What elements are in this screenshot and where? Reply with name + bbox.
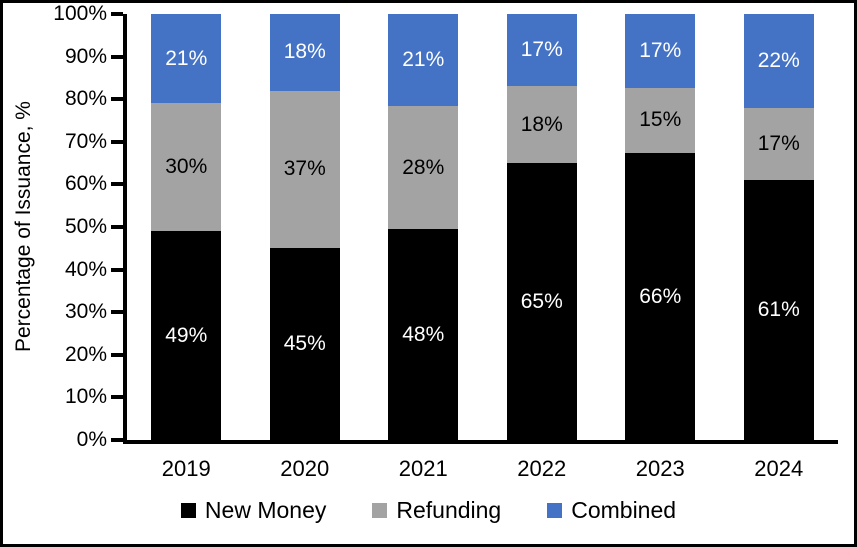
stacked-bar: 21% 30% 49% <box>151 14 222 440</box>
y-tick-mark <box>111 352 123 357</box>
bar-value-label: 18% <box>283 40 326 64</box>
y-tick-label: 100% <box>53 2 107 25</box>
bar-value-label: 21% <box>402 48 445 72</box>
stacked-bar: 21% 28% 48% <box>388 14 459 440</box>
bar-value-label: 17% <box>639 38 682 62</box>
bar-segment-new-money: 65% <box>506 163 577 440</box>
legend-label: New Money <box>204 496 327 523</box>
y-tick-mark <box>111 310 123 315</box>
bar-value-label: 28% <box>402 155 445 179</box>
x-axis-label: 2019 <box>161 456 211 481</box>
bar-value-label: 66% <box>639 284 682 308</box>
bar-segment-new-money: 49% <box>151 231 222 440</box>
legend-label: Refunding <box>396 496 502 523</box>
y-tick-mark <box>111 267 123 272</box>
x-axis-label: 2023 <box>635 456 685 481</box>
legend-item-combined: Combined <box>547 497 676 524</box>
x-axis-labels: 2019 2020 2021 2022 2023 2024 <box>127 455 838 483</box>
bar-segment-new-money: 45% <box>269 248 340 440</box>
y-tick-mark <box>111 395 123 400</box>
y-tick-mark <box>111 225 123 229</box>
legend-item-refunding: Refunding <box>372 497 501 524</box>
bar-value-label: 49% <box>165 323 208 347</box>
y-tick-mark <box>111 54 123 59</box>
stacked-bar: 18% 37% 45% <box>269 14 340 440</box>
y-tick-label: 80% <box>64 87 107 111</box>
stacked-bar: 17% 18% 65% <box>506 14 577 440</box>
bar-value-label: 17% <box>520 38 563 62</box>
bar-segment-refunding: 28% <box>388 106 459 230</box>
y-tick-mark <box>111 182 123 187</box>
bar-segment-combined: 18% <box>269 14 340 91</box>
y-tick-mark <box>111 438 123 442</box>
y-tick-label: 50% <box>64 215 107 238</box>
bar-value-label: 15% <box>639 108 682 132</box>
bar-value-label: 65% <box>520 289 563 313</box>
y-tick-mark <box>111 97 123 102</box>
x-axis-label: 2022 <box>517 456 567 481</box>
bar-segment-refunding: 15% <box>625 87 696 154</box>
bar-segment-combined: 21% <box>388 14 459 107</box>
stacked-bar: 17% 15% 66% <box>625 14 696 440</box>
legend-item-new-money: New Money <box>180 496 327 524</box>
y-tick-mark <box>111 139 123 144</box>
bar-value-label: 22% <box>757 48 800 72</box>
bar-value-label: 30% <box>165 155 208 179</box>
bar-segment-new-money: 61% <box>743 180 814 440</box>
legend-marker-new-money <box>180 502 196 518</box>
bar-segment-combined: 21% <box>151 14 222 104</box>
bar-value-label: 61% <box>757 298 800 322</box>
bar-segment-new-money: 48% <box>388 229 459 440</box>
bar-segment-combined: 17% <box>506 14 577 87</box>
plot-area: 21% 30% 49% 18% 37% 45% 21% 28% 48% 17% 18% 65% 17% 1… <box>123 14 838 444</box>
bar-segment-refunding: 37% <box>269 90 340 249</box>
bar-value-label: 18% <box>520 112 563 136</box>
bar-value-label: 37% <box>283 157 326 181</box>
y-tick-label: 70% <box>64 129 107 153</box>
y-tick-label: 30% <box>64 300 107 324</box>
bar-segment-combined: 17% <box>625 14 696 88</box>
bar-value-label: 21% <box>165 46 208 70</box>
y-tick-mark <box>111 12 123 16</box>
y-tick-label: 0% <box>76 428 107 451</box>
y-tick-label: 60% <box>64 172 107 196</box>
legend-marker-combined <box>547 502 563 518</box>
stacked-bar: 22% 17% 61% <box>743 14 814 440</box>
y-tick-label: 40% <box>64 257 107 281</box>
bar-value-label: 17% <box>757 131 800 155</box>
bar-value-label: 48% <box>402 322 445 346</box>
y-tick-label: 10% <box>64 385 107 409</box>
bar-value-label: 45% <box>283 332 326 356</box>
bar-segment-new-money: 66% <box>625 153 696 440</box>
bar-segment-refunding: 17% <box>743 107 814 181</box>
bar-segment-refunding: 30% <box>151 103 222 232</box>
y-tick-label: 90% <box>64 44 107 68</box>
x-axis-label: 2020 <box>280 456 330 481</box>
bar-segment-refunding: 18% <box>506 86 577 164</box>
x-axis-label: 2021 <box>398 456 448 481</box>
legend-marker-refunding <box>372 502 388 518</box>
bar-segment-combined: 22% <box>743 14 814 108</box>
x-axis-label: 2024 <box>754 456 804 481</box>
legend: New Money Refunding Combined <box>3 495 854 525</box>
y-tick-label: 20% <box>64 342 107 366</box>
legend-label: Combined <box>571 496 677 523</box>
